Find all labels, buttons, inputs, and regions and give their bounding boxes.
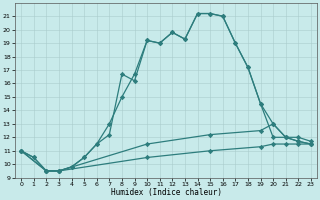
X-axis label: Humidex (Indice chaleur): Humidex (Indice chaleur) — [110, 188, 221, 197]
